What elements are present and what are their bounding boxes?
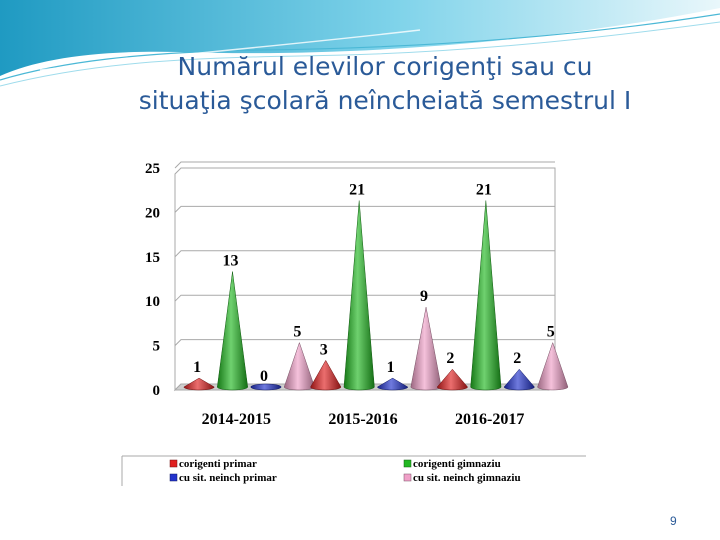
data-label: 21	[349, 182, 365, 199]
data-label: 2	[446, 350, 454, 367]
grid-line	[174, 250, 555, 258]
grid-line	[174, 294, 555, 302]
y-tick-label: 15	[145, 250, 160, 266]
legend-label: corigenti gimnaziu	[413, 458, 501, 470]
legend-label: corigenti primar	[179, 458, 257, 470]
data-label: 1	[193, 359, 201, 376]
cone-bar	[470, 200, 502, 391]
data-label: 9	[420, 288, 428, 305]
legend-swatch	[169, 473, 178, 482]
data-label: 1	[387, 359, 395, 376]
legend-swatch	[403, 473, 412, 482]
cone-bar	[310, 359, 342, 391]
data-label: 13	[223, 253, 239, 270]
legend: corigenti primar corigenti gimnaziu cu sit…	[121, 455, 586, 486]
cone-bar	[183, 377, 215, 391]
page-number: 9	[670, 514, 677, 528]
data-label: 5	[293, 324, 301, 341]
cone-bar	[377, 377, 409, 391]
cone-bar	[503, 368, 535, 391]
cone-bar	[436, 368, 468, 391]
cone-bar	[343, 200, 375, 391]
data-label: 5	[547, 324, 555, 341]
x-category-label: 2016-2017	[455, 411, 524, 428]
grid-line	[174, 161, 555, 169]
legend-label: cu sit. neinch gimnaziu	[413, 472, 521, 484]
cone-bar	[217, 271, 248, 391]
y-tick-label: 5	[153, 339, 161, 355]
y-tick-label: 20	[145, 205, 160, 221]
slide-title-line-1: Numărul elevilor corigenţi sau cu	[177, 52, 593, 81]
y-tick-label: 10	[145, 294, 160, 310]
data-label: 0	[260, 368, 268, 385]
y-tick-label: 25	[145, 161, 160, 177]
header-waves	[0, 0, 720, 87]
legend-label: cu sit. neinch primar	[179, 472, 277, 484]
y-tick-label: 0	[153, 383, 161, 399]
grid-line	[174, 205, 555, 213]
data-label: 3	[320, 341, 328, 358]
data-labels: 1 13 0 5 3 21 1 9 2 21 2 5	[193, 182, 555, 385]
x-category-label: 2014-2015	[202, 411, 271, 428]
x-category-label: 2015-2016	[328, 411, 397, 428]
legend-box	[122, 456, 586, 486]
slide-title-line-2: situaţia şcolară neîncheiată semestrul I	[138, 86, 632, 115]
x-axis: 2014-2015 2015-2016 2016-2017	[202, 411, 525, 428]
slide-title: Numărul elevilor corigenţi sau cu situaţ…	[60, 50, 710, 118]
data-label: 2	[513, 350, 521, 367]
cone-bar	[250, 383, 282, 391]
cone-bar	[537, 341, 569, 391]
legend-swatch	[169, 459, 178, 468]
y-axis: 0 5 10 15 20 25	[145, 161, 176, 399]
data-label: 21	[476, 182, 492, 199]
cones	[183, 200, 569, 391]
legend-swatch	[403, 459, 412, 468]
